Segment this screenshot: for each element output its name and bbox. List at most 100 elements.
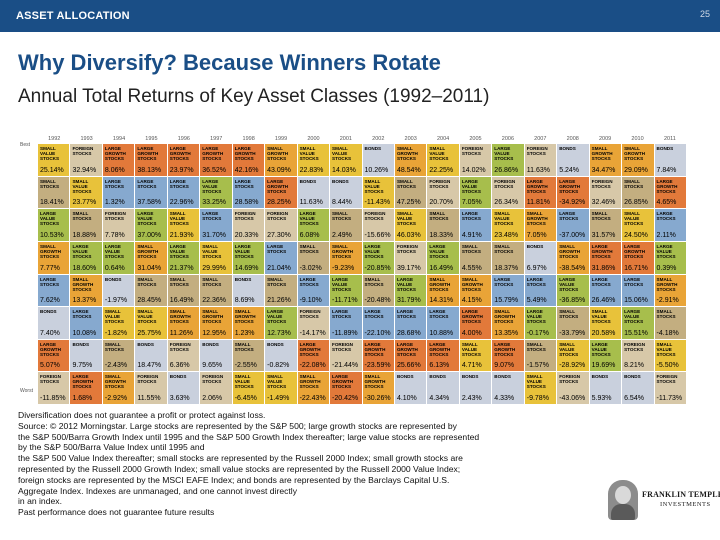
asset-class-label: BONDS xyxy=(332,178,349,184)
return-cell: LARGE VALUE STOCKS 21.37% xyxy=(167,241,200,274)
asset-class-label: LARGE GROWTH STOCKS xyxy=(624,243,646,259)
return-cell: LARGE GROWTH STOCKS -22.08% xyxy=(297,339,330,372)
return-value: 8.06% xyxy=(104,166,125,174)
year-label: 2006 xyxy=(501,136,515,142)
return-value: 8.69% xyxy=(234,297,255,305)
return-value: 5.49% xyxy=(526,297,547,305)
year-label: 1993 xyxy=(80,136,93,142)
return-cell: BONDS -1.97% xyxy=(102,274,135,307)
return-value: -22.08% xyxy=(299,362,326,370)
return-value: -9.78% xyxy=(526,395,549,402)
asset-class-label: SMALL VALUE STOCKS xyxy=(40,146,60,161)
return-value: 0.64% xyxy=(104,264,125,272)
return-cell: BONDS 6.54% xyxy=(622,372,654,404)
return-value: -4.18% xyxy=(656,329,679,337)
return-cell: SMALL VALUE STOCKS 14.03% xyxy=(330,144,362,176)
return-value: 6.36% xyxy=(169,362,190,370)
return-cell: BONDS 9.65% xyxy=(200,339,232,372)
return-value: 2.11% xyxy=(656,231,676,239)
asset-class-label: LARGE STOCKS xyxy=(104,178,124,189)
return-cell: LARGE STOCKS 37.58% xyxy=(135,176,167,209)
return-cell: SMALL GROWTH STOCKS 34.47% xyxy=(589,144,622,176)
return-value: -2.92% xyxy=(104,395,128,402)
return-cell: FOREIGN STOCKS 20.70% xyxy=(427,176,459,209)
return-cell: LARGE VALUE STOCKS 15.51% xyxy=(622,307,654,339)
return-value: 1.23% xyxy=(234,329,255,337)
asset-class-label: SMALL GROWTH STOCKS xyxy=(137,243,159,259)
asset-class-label: BONDS xyxy=(396,374,414,380)
return-value: -1.49% xyxy=(267,395,290,402)
asset-class-label: FOREIGN STOCKS xyxy=(137,374,159,385)
asset-class-label: SMALL VALUE STOCKS xyxy=(591,309,611,325)
return-cell: SMALL VALUE STOCKS -6.45% xyxy=(232,372,265,404)
asset-class-label: LARGE STOCKS xyxy=(396,309,416,320)
disclaimer-line: Source: © 2012 Morningstar. Large stocks… xyxy=(18,420,457,431)
asset-class-label: SMALL VALUE STOCKS xyxy=(104,309,124,325)
return-value: 11.63% xyxy=(299,199,323,207)
asset-class-label: BONDS xyxy=(169,374,187,380)
return-cell: LARGE VALUE STOCKS 16.49% xyxy=(427,241,459,274)
return-cell: SMALL GROWTH STOCKS 43.09% xyxy=(265,144,297,176)
return-value: 33.25% xyxy=(202,199,226,207)
asset-class-label: SMALL GROWTH STOCKS xyxy=(591,146,613,161)
asset-class-label: LARGE STOCKS xyxy=(299,276,319,287)
return-value: 20.33% xyxy=(234,231,259,239)
asset-class-label: BONDS xyxy=(526,243,544,249)
year-label: 1997 xyxy=(210,136,223,142)
return-cell: BONDS 10.26% xyxy=(362,144,394,176)
asset-class-label: LARGE VALUE STOCKS xyxy=(494,146,514,161)
return-value: -33.79% xyxy=(559,329,586,337)
asset-class-label: BONDS xyxy=(137,341,154,347)
asset-class-label: FOREIGN STOCKS xyxy=(267,211,289,222)
return-value: 23.77% xyxy=(72,199,97,207)
return-value: 6.97% xyxy=(526,264,547,272)
asset-class-label: LARGE GROWTH STOCKS xyxy=(169,146,191,161)
asset-class-label: BONDS xyxy=(234,276,252,282)
return-cell: LARGE VALUE STOCKS 19.69% xyxy=(589,339,622,372)
asset-class-label: SMALL VALUE STOCKS xyxy=(299,146,319,161)
return-value: 14.69% xyxy=(234,264,259,272)
return-value: 15.06% xyxy=(624,297,648,305)
asset-class-label: LARGE GROWTH STOCKS xyxy=(137,146,159,161)
returns-table: Best Worst 1992 1993 1994 1995 1996 1997 1998 1… xyxy=(16,134,686,404)
return-cell: SMALL VALUE STOCKS -5.50% xyxy=(654,339,686,372)
return-cell: FOREIGN STOCKS 11.55% xyxy=(135,372,167,404)
return-value: 31.57% xyxy=(591,231,616,239)
return-value: 43.09% xyxy=(267,166,291,174)
asset-class-label: LARGE VALUE STOCKS xyxy=(40,211,60,227)
asset-class-label: LARGE GROWTH STOCKS xyxy=(591,243,613,259)
asset-class-label: BONDS xyxy=(202,341,219,347)
return-cell: LARGE VALUE STOCKS -0.17% xyxy=(524,307,557,339)
return-cell: FOREIGN STOCKS 20.33% xyxy=(232,209,265,241)
return-cell: LARGE STOCKS 31.70% xyxy=(200,209,232,241)
return-value: -1.97% xyxy=(104,297,128,305)
return-cell: FOREIGN STOCKS 6.36% xyxy=(167,339,200,372)
header-bar: ASSET ALLOCATION 25 xyxy=(0,0,720,32)
return-cell: LARGE VALUE STOCKS 6.08% xyxy=(297,209,330,241)
return-value: -9.23% xyxy=(332,264,355,272)
asset-class-label: SMALL VALUE STOCKS xyxy=(559,341,579,357)
return-cell: LARGE VALUE STOCKS 18.60% xyxy=(70,241,102,274)
asset-class-label: LARGE GROWTH STOCKS xyxy=(526,178,548,194)
return-value: 38.13% xyxy=(137,166,162,174)
return-cell: SMALL VALUE STOCKS -11.43% xyxy=(362,176,394,209)
year-label: 2003 xyxy=(404,136,417,142)
return-cell: LARGE VALUE STOCKS 14.69% xyxy=(232,241,265,274)
year-label: 1992 xyxy=(48,136,61,142)
return-value: 34.47% xyxy=(591,166,616,174)
return-value: 12.73% xyxy=(267,329,291,337)
asset-class-label: LARGE GROWTH STOCKS xyxy=(494,341,516,357)
year-label: 2000 xyxy=(307,136,320,142)
asset-class-label: BONDS xyxy=(656,146,674,151)
return-cell: SMALL GROWTH STOCKS 14.31% xyxy=(427,274,459,307)
return-cell: SMALL GROWTH STOCKS -9.23% xyxy=(330,241,362,274)
return-value: 10.08% xyxy=(72,329,97,337)
return-cell: LARGE GROWTH STOCKS 11.81% xyxy=(524,176,557,209)
return-cell: SMALL STOCKS 2.49% xyxy=(330,209,362,241)
asset-class-label: LARGE GROWTH STOCKS xyxy=(202,146,224,161)
asset-class-label: SMALL VALUE STOCKS xyxy=(137,309,157,325)
return-cell: FOREIGN STOCKS 11.63% xyxy=(524,144,557,176)
disclaimer-line: Past performance does not guarantee futu… xyxy=(18,507,215,518)
asset-class-label: LARGE VALUE STOCKS xyxy=(526,309,546,325)
disclaimer-line: Aggregate Index. Indexes are unmanaged, … xyxy=(18,485,298,496)
